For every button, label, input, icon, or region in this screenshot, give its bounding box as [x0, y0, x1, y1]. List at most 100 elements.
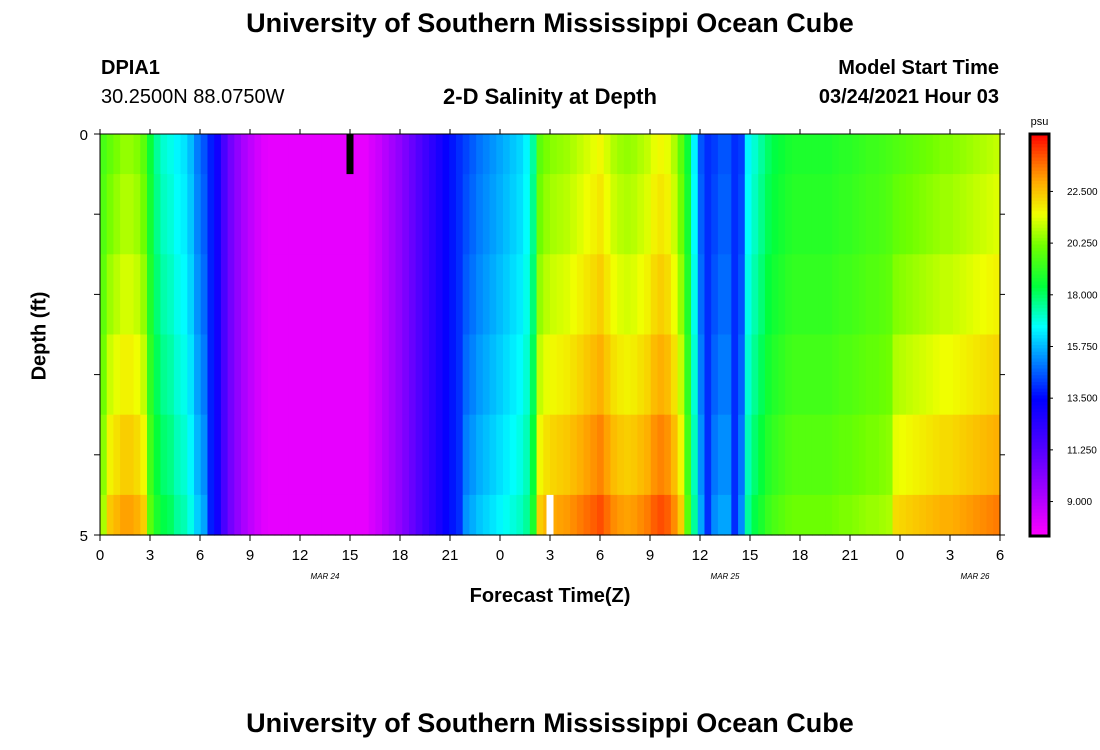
- heatmap-cell: [697, 174, 706, 255]
- colorbar-segment: [1030, 422, 1049, 427]
- heatmap-cell: [449, 254, 457, 336]
- heatmap-cell: [905, 254, 914, 336]
- heatmap-cell: [194, 414, 202, 496]
- heatmap-cell: [254, 334, 262, 416]
- heatmap-cell: [610, 254, 618, 336]
- heatmap-cell: [805, 334, 813, 416]
- heatmap-cell: [227, 254, 235, 336]
- heatmap-cell: [281, 134, 289, 175]
- heatmap-cell: [126, 134, 135, 175]
- heatmap-cell: [664, 494, 672, 536]
- heatmap-cell: [207, 414, 215, 496]
- heatmap-cell: [838, 494, 847, 536]
- heatmap-cell: [717, 134, 726, 175]
- heatmap-cell: [281, 254, 289, 336]
- colorbar-segment: [1030, 462, 1049, 467]
- heatmap-cell: [832, 254, 840, 336]
- heatmap-cell: [872, 174, 880, 255]
- heatmap-cell: [167, 254, 175, 336]
- heatmap-cell: [744, 494, 753, 536]
- colorbar-segment: [1030, 251, 1049, 256]
- colorbar-segment: [1030, 187, 1049, 192]
- heatmap-cell: [382, 494, 390, 536]
- heatmap-cell: [220, 414, 229, 496]
- heatmap-cell: [939, 254, 947, 336]
- colorbar-segment: [1030, 499, 1049, 504]
- heatmap-cell: [288, 414, 296, 496]
- colorbar-segment: [1030, 234, 1049, 239]
- heatmap-cell: [811, 414, 820, 496]
- heatmap-cell: [153, 334, 162, 416]
- heatmap-cell: [697, 134, 706, 175]
- heatmap-cell: [120, 174, 128, 255]
- heatmap-cell: [825, 174, 833, 255]
- heatmap-cell: [415, 134, 423, 175]
- heatmap-cell: [966, 254, 974, 336]
- heatmap-cell: [516, 134, 524, 175]
- heatmap-cell: [422, 494, 430, 536]
- colorbar-segment: [1030, 174, 1049, 179]
- heatmap-cell: [529, 414, 538, 496]
- heatmap-cell: [455, 494, 464, 536]
- colorbar-segment: [1030, 207, 1049, 212]
- colorbar-segment: [1030, 137, 1049, 142]
- colorbar-segment: [1030, 432, 1049, 437]
- heatmap-cell: [932, 334, 941, 416]
- heatmap-cell: [758, 174, 766, 255]
- heatmap-cell: [576, 334, 585, 416]
- heatmap-cell: [818, 174, 826, 255]
- heatmap-cell: [597, 254, 605, 336]
- heatmap-cell: [805, 254, 813, 336]
- colorbar: psu 22.500 20.250 18.000 15.750 13.500 11.250 9…: [1028, 116, 1098, 538]
- heatmap-cell: [382, 174, 390, 255]
- heatmap-cell: [160, 334, 168, 416]
- heatmap-cell: [771, 134, 779, 175]
- heatmap-cell: [885, 134, 894, 175]
- heatmap-cell: [314, 134, 323, 175]
- heatmap-cell: [502, 254, 511, 336]
- heatmap-cell: [254, 134, 262, 175]
- colorbar-segment: [1030, 505, 1049, 510]
- heatmap-cell: [912, 494, 921, 536]
- heatmap-cell: [590, 494, 598, 536]
- heatmap-cell: [482, 174, 491, 255]
- heatmap-cell: [926, 414, 934, 496]
- heatmap-cell: [650, 494, 659, 536]
- heatmap-cell: [704, 174, 712, 255]
- colorbar-segment: [1030, 335, 1049, 339]
- heatmap-cell: [341, 174, 350, 255]
- heatmap-cell: [261, 174, 269, 255]
- colorbar-segment: [1030, 184, 1049, 189]
- heatmap-cell: [717, 254, 726, 336]
- heatmap-cell: [583, 134, 591, 175]
- heatmap-cell: [959, 134, 968, 175]
- colorbar-label: 22.500: [1067, 187, 1098, 198]
- heatmap-cell: [872, 254, 880, 336]
- heatmap-cell: [100, 334, 108, 416]
- colorbar-segment: [1030, 415, 1049, 420]
- heatmap-cell: [328, 134, 336, 175]
- heatmap-cell: [556, 134, 565, 175]
- heatmap-cell: [180, 134, 188, 175]
- heatmap-cell: [288, 334, 296, 416]
- colorbar-segment: [1030, 361, 1049, 366]
- heatmap-cell: [677, 414, 685, 496]
- y-tick-label: 5: [80, 528, 88, 545]
- heatmap-cell: [583, 494, 591, 536]
- colorbar-label: 11.250: [1067, 445, 1097, 456]
- heatmap-cell: [321, 254, 329, 336]
- colorbar-segment: [1030, 381, 1049, 386]
- heatmap-cell: [885, 414, 894, 496]
- heatmap-cell: [308, 494, 316, 536]
- heatmap-cell: [670, 494, 679, 536]
- heatmap-cell: [791, 414, 800, 496]
- heatmap-cell: [147, 254, 155, 336]
- heatmap-cell: [261, 494, 269, 536]
- heatmap-cell: [375, 254, 383, 336]
- heatmap-cell: [905, 334, 914, 416]
- heatmap-cell: [603, 334, 612, 416]
- colorbar-label: 20.250: [1067, 239, 1098, 250]
- heatmap-cell: [120, 414, 128, 496]
- heatmap-cell: [738, 254, 746, 336]
